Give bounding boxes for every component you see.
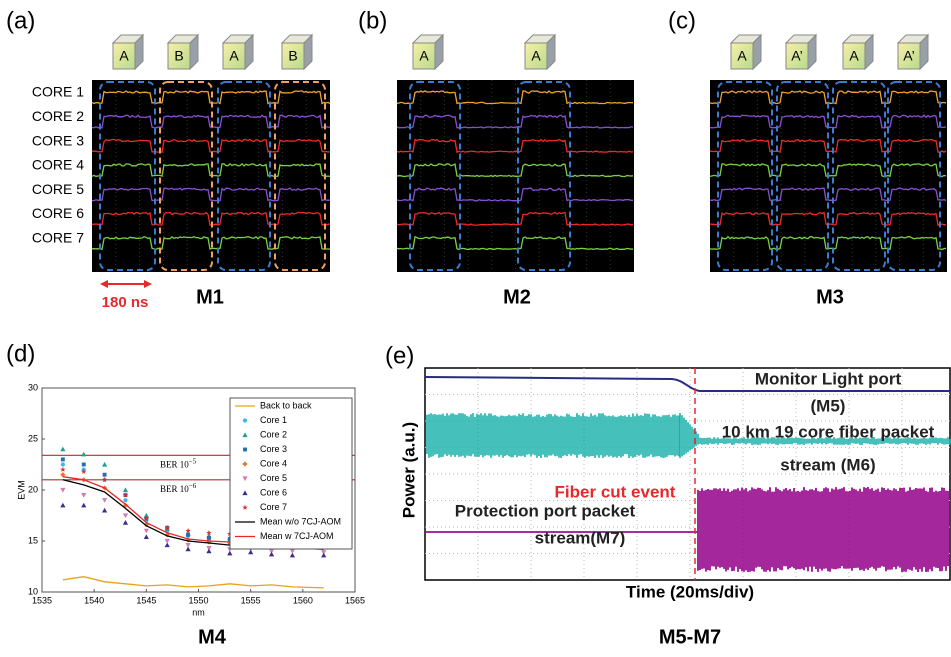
packet-cube: A [525, 35, 555, 69]
legend-label: Core 4 [260, 458, 287, 468]
packet-cube: A [413, 35, 443, 69]
y-tick-label: 20 [28, 484, 38, 494]
legend-label: Core 2 [260, 429, 287, 439]
threshold-exp: −5 [189, 457, 197, 465]
trace-label: Monitor Light port [755, 369, 902, 388]
scatter-point [186, 533, 190, 537]
legend-label: Core 3 [260, 444, 287, 454]
packet-cube: B [282, 35, 312, 69]
legend-label: Mean w/o 7CJ-AOM [260, 516, 341, 526]
cube-label: A [419, 48, 429, 64]
packet-cube: A [223, 35, 253, 69]
scatter-point [82, 463, 86, 467]
cube-label: A [737, 48, 747, 64]
x-axis-label: Time (20ms/div) [626, 582, 754, 601]
caption: M4 [198, 626, 227, 648]
x-tick-label: 1555 [241, 595, 261, 605]
panel-label: (e) [385, 342, 414, 369]
threshold-base: BER 10 [160, 484, 189, 494]
legend-swatch [243, 448, 247, 452]
packet-cube: A’ [898, 35, 928, 69]
packet-cube: A [731, 35, 761, 69]
cube-label: A’ [791, 48, 802, 64]
cube-label: B [174, 48, 183, 64]
x-tick-label: 1540 [84, 595, 104, 605]
packet-cube: B [168, 35, 198, 69]
cube-label: A’ [903, 48, 914, 64]
core-label: CORE 2 [32, 108, 84, 124]
packet-cube: A’ [786, 35, 816, 69]
y-tick-label: 30 [28, 382, 38, 392]
trace-label: stream(M7) [535, 528, 626, 547]
trace-label: stream (M6) [780, 455, 875, 474]
core-label: CORE 1 [32, 84, 84, 100]
core-label: CORE 5 [32, 181, 84, 197]
x-axis-label: nm [192, 607, 205, 617]
legend-swatch [243, 418, 247, 422]
legend-label: Core 6 [260, 487, 287, 497]
trace-label: (M5) [811, 396, 846, 415]
panel-label: (b) [358, 7, 387, 34]
panel-label: (a) [6, 7, 35, 34]
x-tick-label: 1545 [136, 595, 156, 605]
legend-label: Core 1 [260, 415, 287, 425]
cube-label: A [229, 48, 239, 64]
packet-cube: A [113, 35, 143, 69]
cube-label: B [288, 48, 297, 64]
scatter-point [207, 536, 211, 540]
core-label: CORE 4 [32, 157, 84, 173]
trace-label: Protection port packet [455, 501, 636, 520]
core-label: CORE 6 [32, 205, 84, 221]
y-tick-label: 15 [28, 535, 38, 545]
x-tick-label: 1550 [188, 595, 208, 605]
caption: M2 [503, 286, 531, 308]
x-tick-label: 1560 [293, 595, 313, 605]
scatter-point [103, 473, 107, 477]
y-axis-label: Power (a.u.) [399, 422, 418, 518]
packet-cube: A [843, 35, 873, 69]
core-label: CORE 7 [32, 230, 84, 246]
legend-label: Mean w 7CJ-AOM [260, 531, 334, 541]
panel-label: (c) [668, 7, 696, 34]
x-tick-label: 1565 [345, 595, 365, 605]
threshold-base: BER 10 [160, 459, 189, 469]
panel-label: (d) [6, 340, 35, 367]
scale-label: 180 ns [102, 294, 149, 311]
figure: (a) (b) (c) (d) (e) M1 M2 M3 M4 M5-M7 18… [0, 0, 951, 652]
trace-label: Fiber cut event [555, 482, 676, 501]
y-axis-label: EVM [16, 480, 26, 500]
cube-label: A [119, 48, 129, 64]
x-tick-label: 1535 [32, 595, 52, 605]
caption: M5-M7 [659, 626, 721, 648]
threshold-exp: −6 [189, 481, 197, 489]
cube-label: A [531, 48, 541, 64]
trace-label: 10 km 19 core fiber packet [722, 422, 935, 441]
caption: M3 [816, 286, 844, 308]
scatter-point [61, 462, 65, 466]
core-label: CORE 3 [32, 132, 84, 148]
scale-arrow [100, 280, 152, 288]
legend-label: Back to back [260, 400, 312, 410]
legend-label: Core 7 [260, 502, 287, 512]
caption: M1 [196, 286, 224, 308]
cube-label: A [849, 48, 859, 64]
scatter-point [61, 457, 65, 461]
y-tick-label: 10 [28, 586, 38, 596]
scatter-point [123, 498, 127, 502]
y-tick-label: 25 [28, 433, 38, 443]
legend-label: Core 5 [260, 473, 287, 483]
